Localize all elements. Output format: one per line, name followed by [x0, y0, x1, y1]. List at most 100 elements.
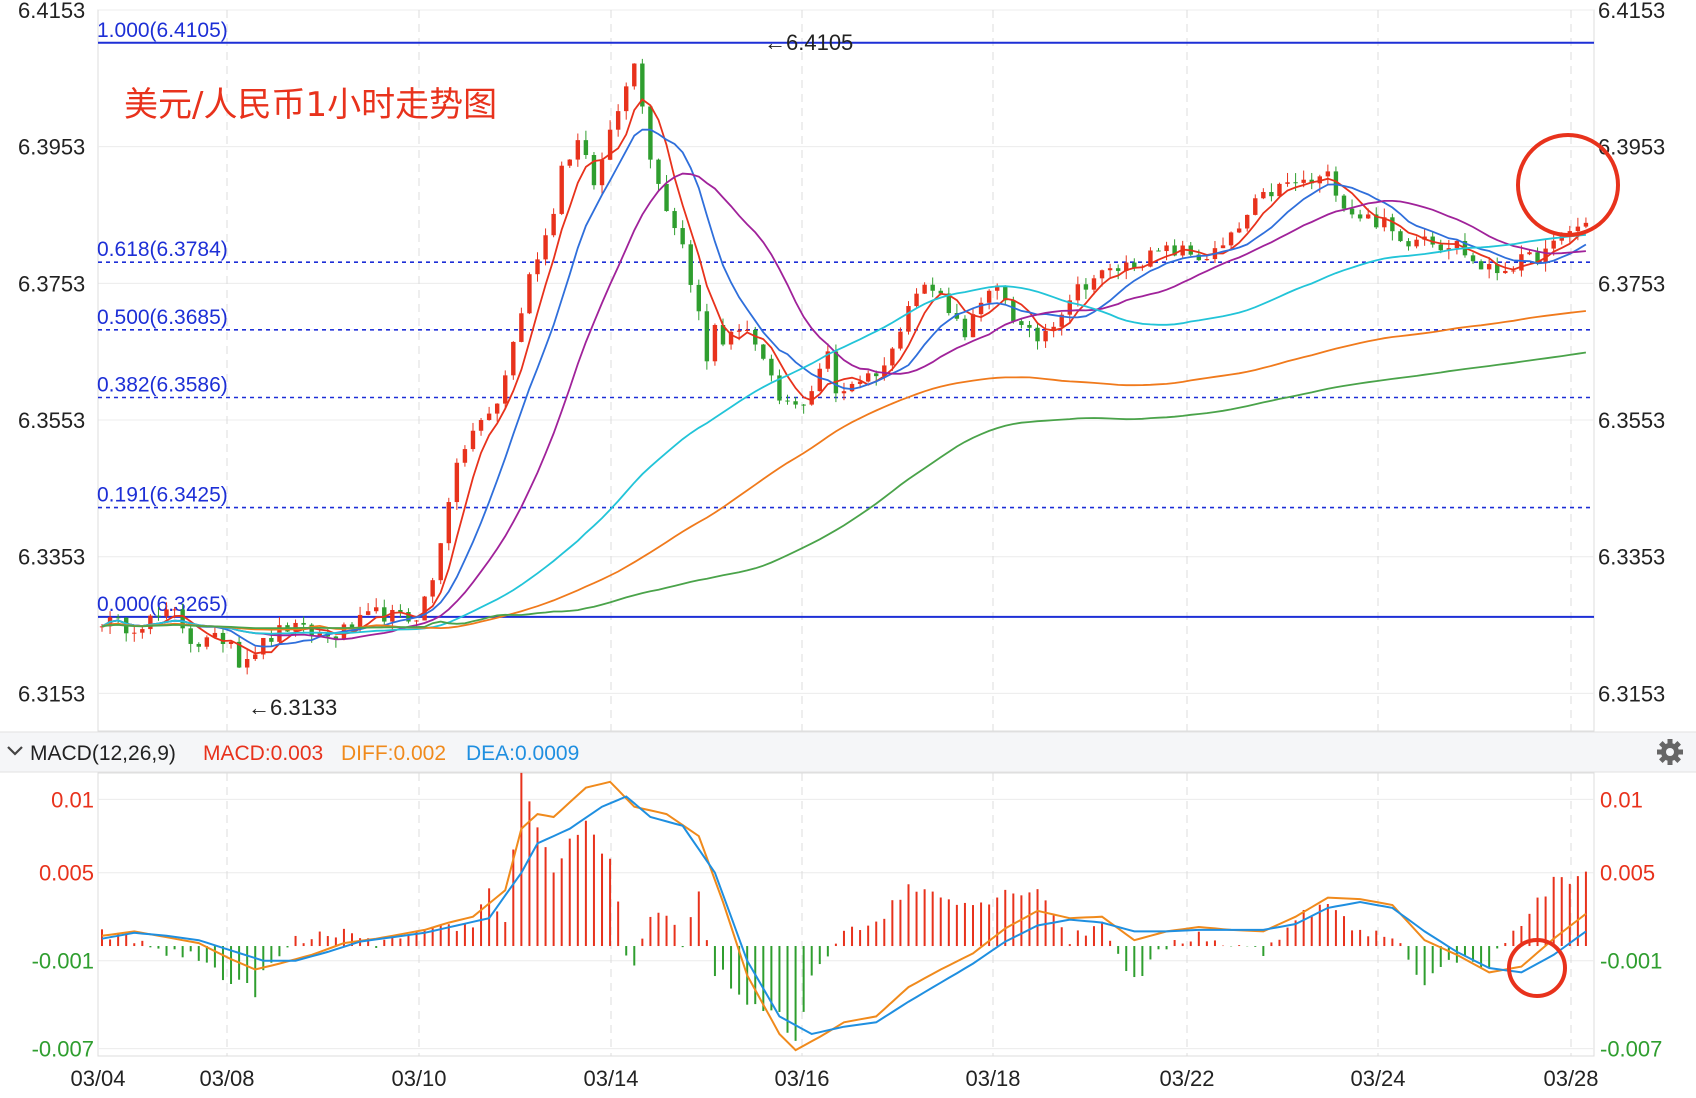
candle-body [511, 341, 516, 376]
candle-body [244, 659, 250, 668]
macd-tick-left-1: 0.005 [39, 861, 94, 886]
macd-legend-dea: DEA:0.0009 [466, 742, 579, 765]
candle-body [1204, 259, 1210, 261]
macd-legend-macd: MACD:0.003 [203, 742, 323, 765]
candle-body [1261, 192, 1266, 199]
candle-body [309, 624, 314, 636]
candle-body [1156, 250, 1161, 252]
candle-body [220, 632, 226, 645]
candle-body [1495, 264, 1500, 274]
candle-body [954, 313, 960, 319]
candlesticks [99, 58, 1589, 675]
candle-body [212, 632, 218, 638]
candle-body [164, 609, 169, 617]
candle-body [172, 609, 177, 611]
annotation-high: ←6.4105 [764, 30, 853, 55]
candle-body [406, 612, 411, 622]
date-tick-0: 03/04 [70, 1066, 125, 1091]
candle-body [632, 63, 637, 87]
candle-body [930, 284, 935, 291]
candle-body [922, 284, 927, 294]
candle-body [1019, 321, 1024, 325]
candle-body [390, 609, 395, 622]
candle-body [1478, 261, 1484, 270]
candle-body [1035, 327, 1040, 342]
candle-body [1027, 324, 1032, 328]
macd-header-bar [0, 732, 1696, 772]
candle-body [777, 375, 782, 401]
candle-body [494, 403, 500, 414]
chevron-down-icon[interactable] [7, 746, 23, 756]
macd-tick-right-3: -0.007 [1600, 1037, 1662, 1062]
candle-body [559, 165, 564, 214]
macd-tick-left-2: -0.001 [32, 949, 94, 974]
candle-body [841, 391, 847, 394]
macd-legend-diff: DIFF:0.002 [341, 742, 446, 765]
fib-label-1: 0.618(6.3784) [97, 238, 228, 261]
fib-label-3: 0.382(6.3586) [97, 373, 228, 396]
macd-legend-name: MACD(12,26,9) [30, 742, 176, 765]
candle-body [599, 159, 605, 186]
candle-body [317, 632, 322, 636]
time-axis-labels: 03/04 03/08 03/10 03/14 03/16 03/18 03/22 03/24… [70, 1066, 1598, 1091]
candle-body [180, 609, 185, 629]
highlight-circle-price [1516, 133, 1620, 237]
candle-body [1511, 270, 1516, 272]
candle-body [1083, 284, 1089, 290]
candle-body [1228, 232, 1234, 246]
macd-tick-right-2: -0.001 [1600, 949, 1662, 974]
candle-body [1091, 278, 1097, 290]
candle-body [809, 391, 814, 405]
candle-body [761, 344, 766, 359]
candle-body [1172, 245, 1177, 256]
candle-body [978, 302, 984, 315]
candle-body [1099, 270, 1105, 279]
candle-body [398, 609, 403, 613]
candle-body [1269, 192, 1274, 197]
candle-body [204, 637, 210, 647]
candle-body [1414, 239, 1419, 247]
candle-body [1357, 214, 1363, 219]
candle-body [253, 654, 258, 660]
dea-line [101, 795, 1587, 1036]
candle-body [446, 502, 451, 544]
candle-body [1325, 171, 1331, 177]
candle-body [817, 368, 822, 392]
macd-tick-left-3: -0.007 [32, 1037, 94, 1062]
date-tick-2: 03/10 [391, 1066, 446, 1091]
candle-body [374, 607, 379, 612]
candle-body [228, 641, 234, 645]
candle-body [527, 274, 532, 314]
candle-body [680, 228, 685, 245]
candle-body [1341, 195, 1347, 209]
macd-lines [101, 780, 1587, 1052]
candle-body [188, 628, 193, 644]
candle-body [1527, 252, 1532, 255]
candle-body [1446, 248, 1452, 251]
price-tick-left-4: 6.3353 [18, 545, 85, 570]
candle-body [1003, 285, 1008, 301]
date-tick-6: 03/22 [1159, 1066, 1214, 1091]
candle-body [349, 624, 355, 629]
candle-body [1107, 268, 1113, 271]
ma-line-20 [101, 172, 1586, 641]
candle-body [801, 404, 806, 406]
candle-body [656, 159, 661, 184]
candle-body [1551, 240, 1556, 249]
candle-body [503, 375, 508, 404]
candle-body [1059, 314, 1064, 327]
candle-body [986, 290, 992, 303]
candle-body [1390, 217, 1395, 232]
fib-label-2: 0.500(6.3685) [97, 306, 228, 329]
gear-icon[interactable] [1657, 739, 1683, 765]
candle-body [1583, 222, 1589, 227]
candle-body [849, 383, 855, 392]
candle-body [906, 306, 911, 332]
candle-body [736, 330, 742, 332]
candle-body [672, 211, 677, 229]
candle-body [1220, 245, 1226, 249]
candle-body [962, 318, 968, 338]
macd-tick-right-1: 0.005 [1600, 861, 1655, 886]
candle-body [696, 284, 701, 312]
